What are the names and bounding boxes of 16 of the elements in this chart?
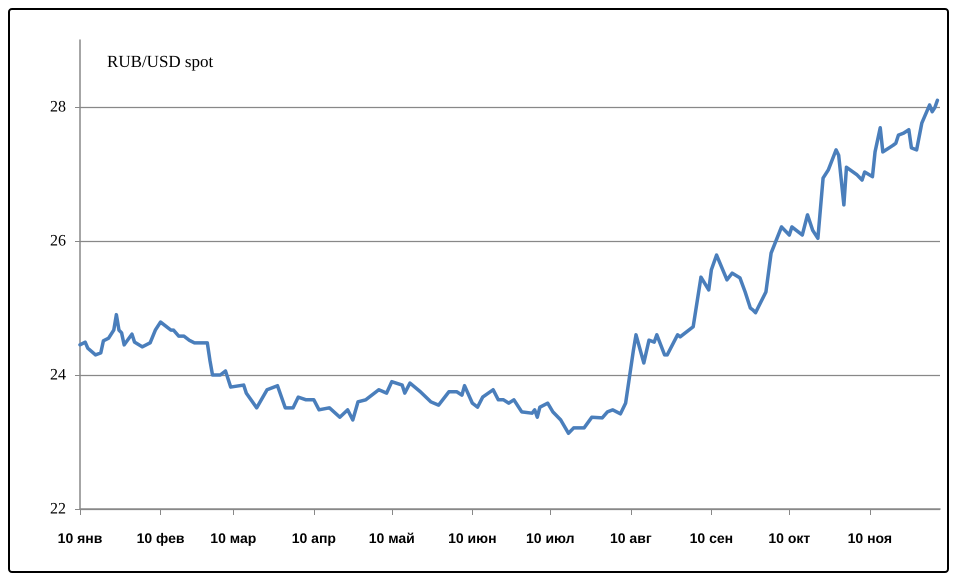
x-tick-label: 10 июн	[448, 530, 497, 546]
y-tick-label: 24	[50, 366, 66, 384]
x-tick-label: 10 фев	[136, 530, 185, 546]
y-tick-label: 22	[50, 500, 66, 518]
x-tick-label: 10 ноя	[848, 530, 892, 546]
x-tick-label: 10 май	[368, 530, 415, 546]
x-tick-label: 10 мар	[210, 530, 256, 546]
text: RUB/USD spot	[107, 52, 214, 71]
x-tick-label: 10 окт	[768, 530, 810, 546]
x-tick-label: 10 апр	[292, 530, 336, 546]
y-tick-label: 26	[50, 232, 66, 250]
y-tick-label: 28	[50, 98, 66, 116]
x-tick-label: 10 авг	[610, 530, 652, 546]
x-tick-label: 10 июл	[526, 530, 575, 546]
x-tick-label: 10 сен	[690, 530, 734, 546]
x-tick-label: 10 янв	[58, 530, 103, 546]
